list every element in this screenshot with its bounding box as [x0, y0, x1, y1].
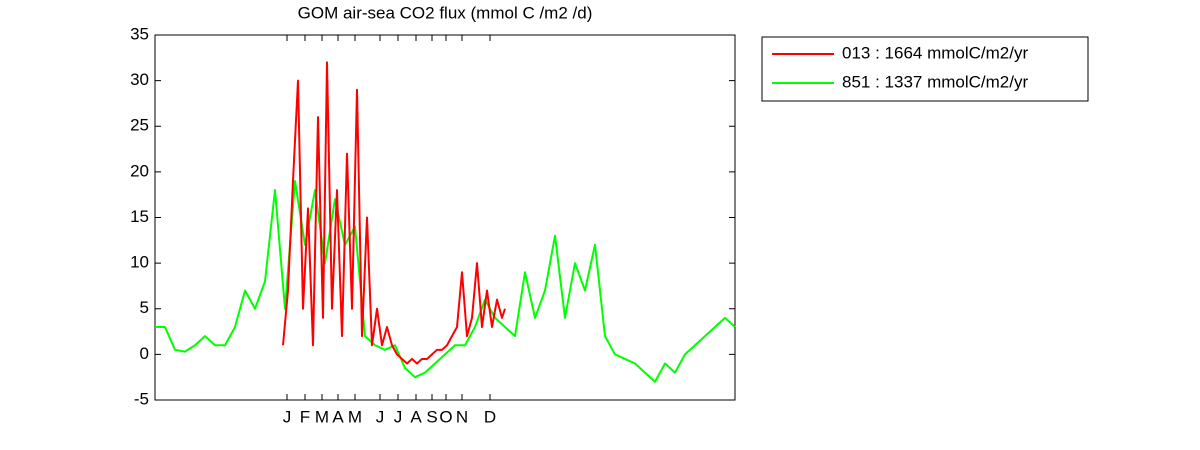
x-tick-label: D: [484, 407, 496, 426]
plot-frame: [154, 34, 736, 401]
y-tick-label: 30: [130, 70, 149, 89]
y-tick-label: 5: [140, 298, 149, 317]
y-tick-label: 25: [130, 116, 149, 135]
y-tick-label: 20: [130, 161, 149, 180]
x-tick-label: M: [348, 407, 362, 426]
y-tick-label: -5: [134, 389, 149, 408]
series-line: [282, 61, 506, 365]
x-tick-label: M: [315, 407, 329, 426]
y-tick-label: 35: [130, 24, 149, 43]
y-tick-label: 10: [130, 253, 149, 272]
x-tick-label: S: [426, 407, 437, 426]
x-tick-label: N: [456, 407, 468, 426]
chart-title: GOM air-sea CO2 flux (mmol C /m2 /d): [298, 3, 593, 22]
x-tick-label: J: [283, 407, 292, 426]
x-tick-label: F: [300, 407, 310, 426]
series-line: [155, 180, 736, 383]
y-tick-label: 0: [140, 344, 149, 363]
x-tick-label: J: [394, 407, 403, 426]
x-tick-label: J: [376, 407, 385, 426]
x-tick-label: A: [410, 407, 422, 426]
x-tick-label: A: [332, 407, 344, 426]
legend-label: 013 : 1664 mmolC/m2/yr: [842, 43, 1028, 62]
y-tick-label: 15: [130, 207, 149, 226]
legend-label: 851 : 1337 mmolC/m2/yr: [842, 72, 1028, 91]
x-tick-label: O: [439, 407, 452, 426]
legend-box: [761, 36, 1089, 102]
